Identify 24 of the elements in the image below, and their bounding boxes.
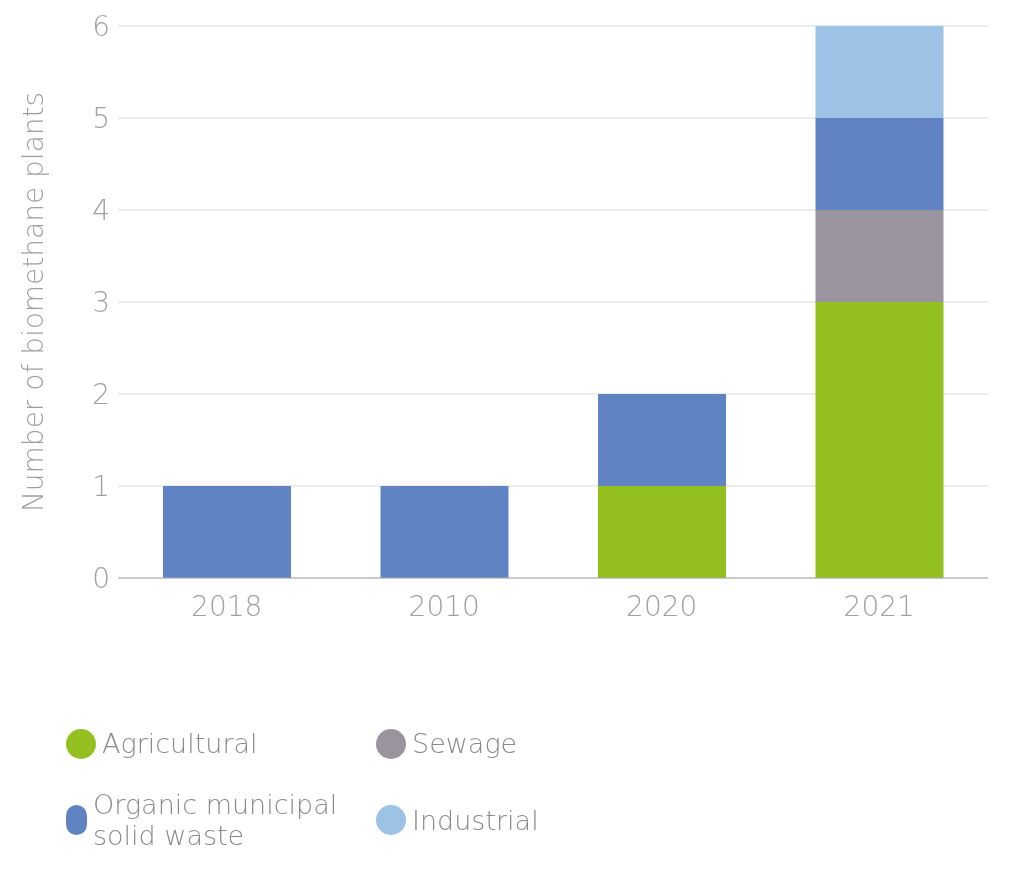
legend-label: Agricultural (102, 728, 258, 759)
y-tick-label: 4 (92, 193, 110, 227)
y-axis-title: Number of biomethane plants (16, 91, 50, 513)
bar (598, 394, 726, 486)
legend-label: Industrial (412, 804, 539, 836)
bar (598, 486, 726, 578)
y-tick-label: 6 (92, 9, 110, 43)
bar (815, 118, 944, 210)
y-tick-label: 2 (92, 377, 110, 411)
bar (815, 302, 944, 578)
y-tick-label: 3 (92, 285, 110, 319)
bar (163, 486, 291, 578)
legend-label: Sewage (412, 728, 518, 759)
bar (815, 210, 944, 302)
x-tick-label: 2018 (191, 589, 263, 623)
x-tick-label: 2020 (626, 589, 698, 623)
legend-label: Organic municipal solid waste (93, 789, 339, 851)
bar (815, 26, 944, 118)
y-tick-label: 0 (92, 561, 110, 595)
x-tick-label: 2021 (843, 589, 915, 623)
y-tick-label: 1 (92, 469, 110, 503)
bar (380, 486, 509, 578)
y-tick-label: 5 (92, 101, 110, 135)
x-tick-label: 2010 (408, 589, 480, 623)
